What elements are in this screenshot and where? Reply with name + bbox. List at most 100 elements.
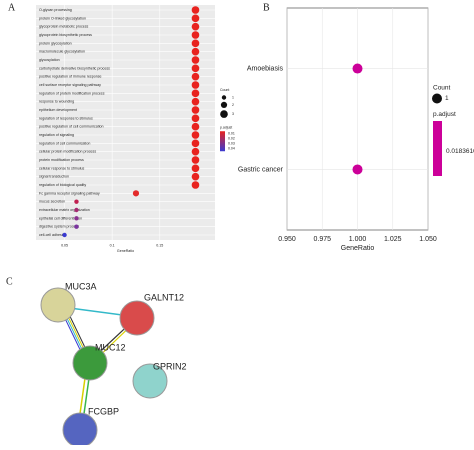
y-tick-label: mucus secretion [39,200,65,204]
y-tick-label: macromolecule glycosylation [39,50,85,54]
dot [191,31,200,39]
dot [191,81,200,89]
node-label: GALNT12 [144,292,184,302]
y-tick-label: regulation of response to stimulus [39,116,93,120]
legend-label: 0.01836106 [446,148,474,155]
y-tick-label: cellular protein modification process [39,150,96,154]
dot [191,47,200,56]
legend-label: 3 [232,112,234,116]
legend-label: 0.04 [228,147,235,151]
y-tick-label: glycosylation [39,58,60,62]
y-tick-label: digestive system process [39,225,79,229]
dot [191,164,200,173]
y-tick-label: regulation of protein modification proce… [39,91,105,95]
y-tick-label: regulation of biological quality [39,183,86,187]
dot [74,199,79,204]
y-tick-label: regulation of signaling [39,133,74,137]
node [132,363,168,399]
legend-label: 1 [232,95,234,99]
y-tick-label: cellular response to stimulus [39,166,85,170]
legend-label: 2 [232,103,234,107]
node [72,345,108,381]
x-axis-title: GeneRatio [117,249,134,253]
node-label: GPRIN2 [153,361,187,371]
panel-label: B [263,2,270,13]
legend-dot [220,110,228,118]
dot [191,181,200,189]
legend-title: Count [220,88,229,92]
plot-background [36,5,215,240]
node [119,300,155,336]
legend-label: 0.03 [228,142,235,146]
dot [352,63,363,74]
y-tick-label: cell surface receptor signaling pathway [39,83,101,87]
dot [191,6,200,14]
legend-label: 0.02 [228,137,235,141]
dot [74,216,79,221]
dot [191,22,200,31]
y-tick-label: positive regulation of cell communicatio… [39,125,104,129]
dot [191,56,200,64]
y-tick-label: cell-cell adhesion [39,233,67,237]
dot [191,122,200,131]
y-tick-label: glycoprotein metabolic process [39,25,89,29]
node-label: MUC3A [65,281,97,291]
legend-dot [432,93,442,104]
network: MUC3A GALNT12 MUC12 GPRIN2 FCGBP [40,281,187,448]
x-tick-label: 1.025 [384,236,402,243]
x-tick-label: 1.000 [349,236,367,243]
legend-dot [220,101,228,109]
dot [191,139,200,148]
legend-title: p.adjust [220,126,232,130]
y-tick-label: protein modification process [39,158,84,162]
dot [191,147,200,156]
dot [191,106,200,114]
y-tick-label: positive regulation of immune response [39,75,102,79]
dot [62,232,67,238]
dot [74,224,79,229]
dot [191,64,200,73]
node [62,412,98,448]
y-tick-label: regulation of cell communication [39,141,90,145]
y-tick-label: carbohydrate derivative biosynthetic pro… [39,66,110,70]
dot [191,39,200,48]
x-axis-title: GeneRatio [341,245,375,252]
dot [191,114,200,123]
dot [191,97,200,106]
x-tick-label: 0.975 [313,236,331,243]
y-tick-label: Amoebiasis [247,65,284,72]
dot [191,89,200,98]
node [40,287,76,323]
y-tick-label: protein O-linked glycosylation [39,16,86,20]
y-tick-label: response to wounding [39,100,74,104]
legend-label: 1 [445,95,449,102]
legend-title: p.adjust [433,111,456,118]
node-label: MUC12 [95,342,126,352]
y-tick-label: O-glycan processing [39,8,72,12]
y-tick-label: protein glycosylation [39,41,72,45]
panel-label: C [6,276,13,287]
x-tick-label: 1.050 [419,236,437,243]
dot [74,207,79,213]
legend-label: 0.01 [228,132,235,136]
dot [132,190,140,197]
color-bar [433,121,442,176]
dot [191,131,200,139]
x-tick-label: 0.15 [156,244,163,248]
dot [191,72,200,81]
y-tick-label: glycoprotein biosynthetic process [39,33,92,37]
y-tick-label: epithelial cell differentiation [39,216,82,220]
y-tick-label: Fc gamma receptor signaling pathway [39,191,100,195]
panel-label: A [8,2,16,13]
dot [191,14,200,23]
y-tick-label: Gastric cancer [238,166,284,173]
dot [191,156,200,164]
legend-dot [221,95,227,100]
y-tick-label: epithelium development [39,108,77,112]
node-label: FCGBP [88,406,119,416]
x-tick-label: 0.950 [278,236,296,243]
x-tick-label: 0.05 [61,244,68,248]
y-tick-label: extracellular matrix organization [39,208,90,212]
